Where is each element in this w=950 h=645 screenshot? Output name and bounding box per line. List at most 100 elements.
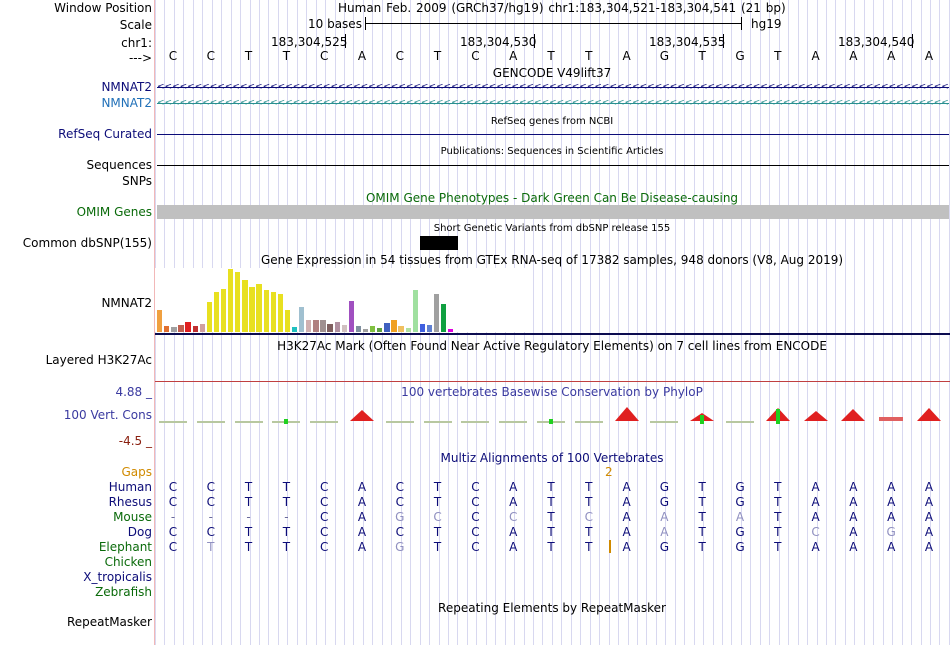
gencode-track-title[interactable]: GENCODE V49lift37 [492, 66, 612, 80]
grid-line [627, 0, 629, 645]
multiz-track-title[interactable]: Multiz Alignments of 100 Vertebrates [440, 451, 664, 465]
omim-label[interactable]: OMIM Genes [76, 205, 152, 219]
gtex-panel-bg [155, 268, 533, 332]
grid-line [929, 0, 931, 645]
grid-line [712, 0, 714, 645]
grid-line [551, 0, 553, 645]
h3k27-baseline [155, 381, 950, 382]
species-label[interactable]: X_tropicalis [83, 570, 152, 584]
omim-gene-bar[interactable] [157, 205, 949, 219]
gtex-baseline [155, 333, 950, 335]
grid-line [759, 0, 761, 645]
window-position-label: Window Position [54, 1, 152, 15]
grid-line [740, 0, 742, 645]
species-label[interactable]: Elephant [98, 540, 152, 554]
grid-line [580, 0, 582, 645]
omim-track-title[interactable]: OMIM Gene Phenotypes - Dark Green Can Be… [365, 191, 739, 205]
dbsnp-label[interactable]: Common dbSNP(155) [22, 236, 152, 250]
refseq-label[interactable]: RefSeq Curated [58, 127, 152, 141]
grid-line [854, 0, 856, 645]
grid-line [750, 0, 752, 645]
cons-label[interactable]: 100 Vert. Cons [63, 408, 152, 422]
grid-line [807, 0, 809, 645]
dbsnp-track-title[interactable]: Short Genetic Variants from dbSNP releas… [433, 223, 671, 234]
grid-line [542, 0, 544, 645]
grid-line [844, 0, 846, 645]
species-label[interactable]: Human [108, 480, 152, 494]
grid-line [674, 0, 676, 645]
grid-line [835, 0, 837, 645]
grid-line [533, 0, 534, 645]
window-position-value: Human Feb. 2009 (GRCh37/hg19) chr1:183,3… [338, 1, 786, 15]
gaps-value: 2 [605, 465, 613, 479]
grid-line [816, 0, 818, 645]
species-label[interactable]: Dog [127, 525, 152, 539]
grid-line [618, 0, 619, 645]
pubs-label[interactable]: Sequences [86, 158, 152, 172]
grid-line [788, 0, 790, 645]
grid-line [882, 0, 884, 645]
species-label[interactable]: Zebrafish [95, 585, 152, 599]
position-tick-2: 183,304,530 [460, 35, 537, 49]
grid-line [873, 0, 875, 645]
species-label[interactable]: Rhesus [108, 495, 152, 509]
strand-label: ---> [128, 51, 152, 65]
position-tick-3: 183,304,535 [649, 35, 726, 49]
refseq-track-title[interactable]: RefSeq genes from NCBI [490, 116, 614, 127]
gtex-track-title[interactable]: Gene Expression in 54 tissues from GTEx … [260, 253, 844, 267]
scale-bar [365, 23, 741, 24]
grid-line [693, 0, 695, 645]
grid-line [863, 0, 865, 645]
refseq-gene-line[interactable] [157, 134, 949, 135]
grid-line [646, 0, 648, 645]
repeat-label[interactable]: RepeatMasker [66, 615, 152, 629]
cons-max: 4.88 _ [115, 385, 152, 399]
grid-line [722, 0, 723, 645]
grid-line [561, 0, 563, 645]
scale-bases: 10 bases [308, 17, 362, 31]
pubs-track-title[interactable]: Publications: Sequences in Scientific Ar… [440, 146, 664, 157]
grid-line [797, 0, 799, 645]
grid-line [826, 0, 827, 645]
scale-bar-right-tick [741, 17, 742, 30]
chrom-label: chr1: [121, 36, 152, 50]
scale-assembly: hg19 [751, 17, 782, 31]
grid-line [636, 0, 638, 645]
scale-bar-left-tick [365, 17, 366, 30]
scale-label: Scale [119, 18, 152, 32]
grid-line [769, 0, 771, 645]
grid-line [608, 0, 610, 645]
grid-line [920, 0, 922, 645]
grid-line [665, 0, 667, 645]
gencode-gene-label-1[interactable]: NMNAT2 [101, 80, 152, 94]
grid-line [684, 0, 686, 645]
grid-line [911, 0, 912, 645]
grid-line [570, 0, 572, 645]
gtex-gene-label[interactable]: NMNAT2 [101, 296, 152, 310]
position-tick-mark-1 [345, 34, 346, 48]
species-label[interactable]: Mouse [113, 510, 152, 524]
grid-line [589, 0, 591, 645]
snps-label[interactable]: SNPs [122, 174, 152, 188]
position-tick-mark-3 [723, 34, 724, 48]
grid-line [778, 0, 780, 645]
position-tick-mark-4 [912, 34, 913, 48]
position-tick-1: 183,304,525 [271, 35, 348, 49]
grid-line [948, 0, 950, 645]
grid-line [939, 0, 941, 645]
gencode-gene-label-2[interactable]: NMNAT2 [101, 96, 152, 110]
dbsnp-variant-block[interactable] [420, 236, 458, 250]
sidebar-divider [154, 0, 155, 645]
grid-line [901, 0, 903, 645]
repeat-track-title[interactable]: Repeating Elements by RepeatMasker [438, 601, 666, 615]
grid-line [599, 0, 601, 645]
gaps-label[interactable]: Gaps [121, 465, 152, 479]
pubs-feature-line[interactable] [157, 165, 949, 166]
cons-min: -4.5 _ [118, 434, 152, 448]
species-label[interactable]: Chicken [104, 555, 152, 569]
position-tick-4: 183,304,540 [838, 35, 915, 49]
cons-track-title[interactable]: 100 vertebrates Basewise Conservation by… [401, 385, 703, 399]
grid-line [703, 0, 705, 645]
h3k27-label[interactable]: Layered H3K27Ac [45, 353, 152, 367]
h3k27-track-title[interactable]: H3K27Ac Mark (Often Found Near Active Re… [277, 339, 827, 353]
